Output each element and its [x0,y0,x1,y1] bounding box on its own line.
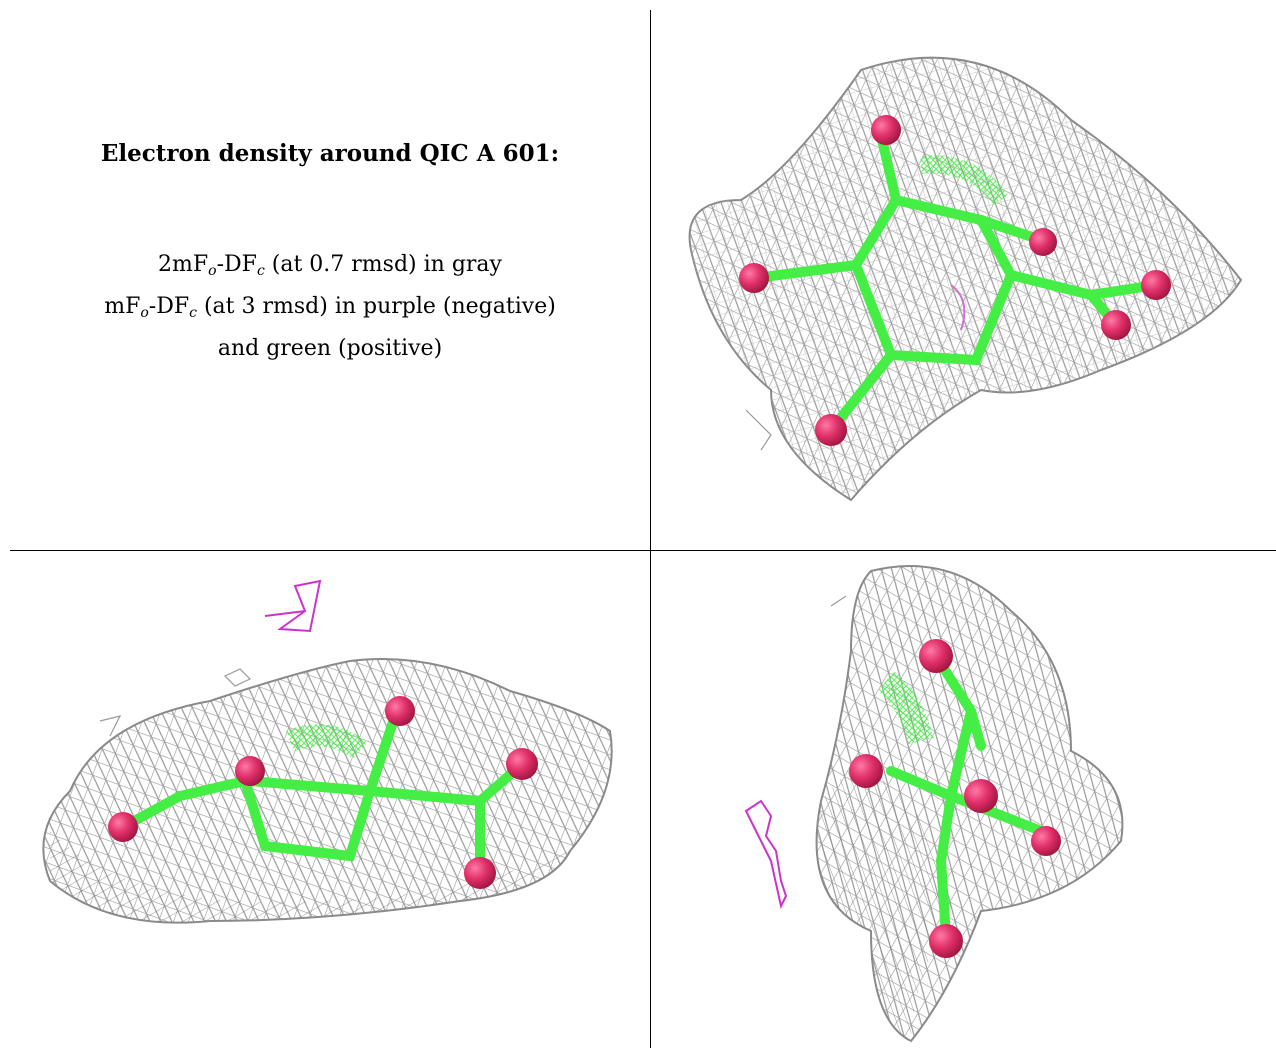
caption-line-1: 2mFo-DFc (at 0.7 rmsd) in gray [10,247,650,289]
caption-line-1-b-sub: c [256,263,265,279]
caption-line-2-a: mF [104,294,141,319]
caption-title: Electron density around QIC A 601: [100,140,560,167]
end-view-panel [651,551,1276,1048]
caption-line-1-a-sub: o [208,263,217,279]
caption-line-2-b-sub: c [189,305,197,321]
caption-line-1-a: 2mF [158,252,209,277]
caption-line-2: mFo-DFc (at 3 rmsd) in purple (negative) [10,289,650,331]
molecule-density-view-icon [744,565,1124,1043]
caption-cell: Electron density around QIC A 601: 2mFo-… [10,10,650,550]
molecule-density-view-icon [42,579,613,924]
side-view-panel [10,551,650,1048]
caption-line-2-a-sub: o [140,305,149,321]
caption-line-1-rest: (at 0.7 rmsd) in gray [264,252,502,277]
caption-line-1-b: -DF [216,252,257,277]
top-view-panel [651,10,1276,550]
border-middle-vertical [650,10,651,1048]
caption-line-3: and green (positive) [217,336,443,361]
molecule-density-view-icon [688,56,1243,502]
border-middle-horizontal [10,550,1276,551]
caption-body: 2mFo-DFc (at 0.7 rmsd) in gray mFo-DFc (… [10,247,650,367]
caption-line-2-b: -DF [148,294,190,319]
caption-line-2-rest: (at 3 rmsd) in purple (negative) [196,294,556,319]
